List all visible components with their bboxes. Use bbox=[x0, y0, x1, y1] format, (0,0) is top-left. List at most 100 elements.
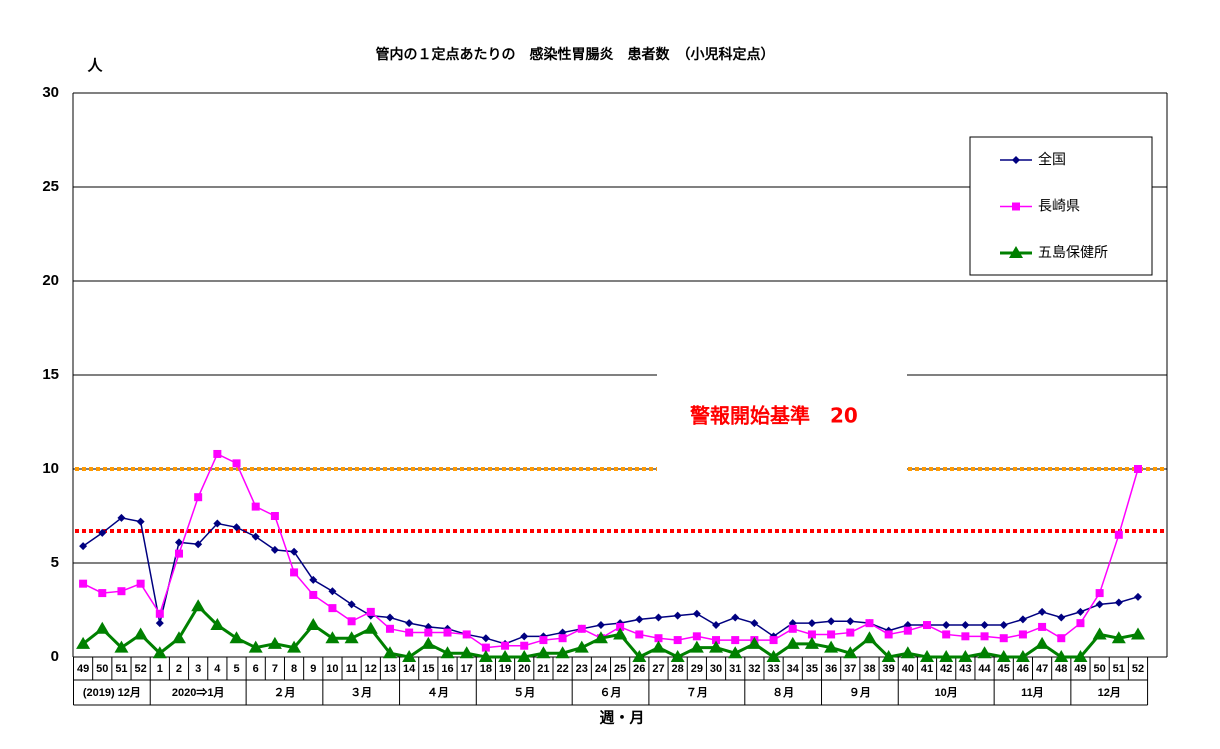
point bbox=[155, 619, 164, 628]
point bbox=[654, 634, 663, 643]
month-label: ３月 bbox=[350, 686, 372, 699]
point bbox=[942, 630, 951, 639]
x-tick-label: 3 bbox=[195, 663, 201, 675]
series-line bbox=[82, 517, 1139, 645]
point bbox=[635, 630, 644, 639]
annotation-box bbox=[657, 371, 907, 475]
x-tick-label: 43 bbox=[959, 663, 971, 675]
point bbox=[843, 646, 858, 659]
month-label: ４月 bbox=[427, 686, 449, 699]
point bbox=[766, 650, 781, 662]
series-line bbox=[82, 452, 1139, 649]
x-tick-label: 51 bbox=[115, 663, 127, 675]
point bbox=[270, 512, 279, 520]
point bbox=[1018, 630, 1027, 639]
point bbox=[306, 618, 321, 631]
point bbox=[824, 640, 839, 653]
point bbox=[731, 613, 740, 622]
point bbox=[1076, 619, 1085, 628]
point bbox=[229, 631, 244, 644]
point bbox=[1114, 530, 1123, 539]
point bbox=[1133, 592, 1142, 601]
point bbox=[517, 650, 532, 662]
month-label: ５月 bbox=[513, 686, 535, 699]
point bbox=[692, 632, 701, 641]
point bbox=[117, 513, 126, 522]
point bbox=[862, 631, 877, 644]
point bbox=[613, 627, 628, 640]
point bbox=[251, 532, 260, 541]
month-label: 10月 bbox=[935, 686, 958, 699]
x-tick-label: 1 bbox=[157, 663, 163, 675]
x-tick-label: 50 bbox=[1094, 663, 1106, 675]
y-axis-label: 人 bbox=[87, 57, 103, 75]
point bbox=[328, 604, 337, 613]
point bbox=[539, 636, 548, 645]
point bbox=[942, 621, 951, 630]
y-tick-label: 15 bbox=[42, 366, 59, 383]
chart-title: 管内の１定点あたりの 感染性胃腸炎 患者数 （小児科定点） bbox=[376, 46, 775, 63]
point bbox=[1057, 634, 1066, 643]
month-label: 2020⇒1月 bbox=[172, 686, 225, 699]
x-tick-label: 45 bbox=[998, 663, 1010, 675]
x-tick-label: 35 bbox=[806, 663, 818, 675]
point bbox=[114, 640, 129, 653]
point bbox=[344, 631, 359, 644]
point bbox=[462, 630, 471, 639]
x-tick-label: 39 bbox=[883, 663, 895, 675]
y-tick-label: 5 bbox=[51, 554, 59, 571]
x-tick-label: 30 bbox=[710, 663, 722, 675]
point bbox=[478, 650, 493, 662]
point bbox=[79, 542, 88, 551]
point bbox=[248, 640, 263, 653]
x-tick-label: 5 bbox=[233, 663, 239, 675]
point bbox=[267, 636, 282, 649]
point bbox=[328, 587, 337, 596]
x-tick-label: 38 bbox=[863, 663, 875, 675]
point bbox=[251, 502, 260, 511]
point bbox=[347, 600, 356, 609]
month-label: 11月 bbox=[1021, 686, 1044, 699]
x-tick-label: 33 bbox=[767, 663, 779, 675]
month-label: (2019) 12月 bbox=[83, 686, 141, 699]
x-tick-label: 41 bbox=[921, 663, 933, 675]
point bbox=[210, 618, 225, 631]
point bbox=[980, 632, 989, 641]
point bbox=[1133, 465, 1142, 473]
point bbox=[1038, 607, 1047, 616]
point bbox=[194, 493, 203, 502]
point bbox=[440, 646, 455, 659]
point bbox=[287, 640, 302, 653]
point bbox=[309, 590, 318, 599]
point bbox=[174, 549, 183, 558]
x-axis-label: 週・月 bbox=[599, 709, 644, 727]
month-label: 12月 bbox=[1098, 686, 1121, 699]
point bbox=[807, 630, 816, 639]
point bbox=[670, 650, 685, 662]
point bbox=[536, 646, 551, 659]
point bbox=[804, 636, 819, 649]
legend-marker bbox=[1012, 156, 1020, 164]
x-tick-label: 26 bbox=[633, 663, 645, 675]
month-label: ８月 bbox=[772, 686, 794, 699]
x-tick-label: 20 bbox=[518, 663, 530, 675]
x-tick-label: 15 bbox=[422, 663, 434, 675]
point bbox=[194, 540, 203, 549]
y-tick-label: 10 bbox=[42, 460, 59, 477]
y-tick-label: 30 bbox=[42, 84, 59, 101]
point bbox=[152, 646, 167, 659]
point bbox=[900, 646, 915, 659]
x-tick-label: 36 bbox=[825, 663, 837, 675]
point bbox=[785, 636, 800, 649]
point bbox=[366, 607, 375, 616]
point bbox=[385, 624, 394, 633]
month-label: ７月 bbox=[686, 686, 708, 699]
month-label: ６月 bbox=[600, 686, 622, 699]
point bbox=[498, 650, 513, 662]
point bbox=[673, 611, 682, 620]
point bbox=[728, 646, 743, 659]
point bbox=[1054, 650, 1069, 662]
point bbox=[1111, 631, 1126, 644]
point bbox=[79, 579, 88, 588]
y-tick-label: 0 bbox=[51, 648, 59, 665]
